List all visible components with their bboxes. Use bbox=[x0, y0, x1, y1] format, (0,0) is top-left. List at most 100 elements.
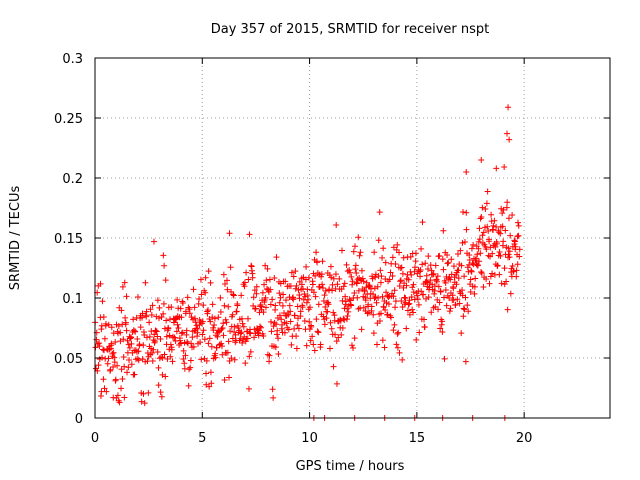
data-point bbox=[111, 359, 118, 366]
data-point bbox=[214, 333, 221, 340]
data-point bbox=[439, 318, 446, 325]
data-point bbox=[217, 294, 224, 301]
data-point bbox=[514, 261, 521, 268]
data-point bbox=[312, 272, 319, 279]
data-point bbox=[485, 228, 492, 235]
data-point bbox=[142, 279, 149, 286]
data-point bbox=[202, 274, 209, 281]
data-point bbox=[428, 309, 435, 316]
data-point bbox=[299, 304, 306, 311]
data-point bbox=[313, 316, 320, 323]
data-point bbox=[338, 331, 345, 338]
data-point bbox=[442, 286, 449, 293]
data-point bbox=[471, 283, 478, 290]
data-point bbox=[397, 265, 404, 272]
data-point bbox=[285, 311, 292, 318]
data-point bbox=[487, 244, 494, 251]
data-point bbox=[215, 314, 222, 321]
data-point bbox=[294, 303, 301, 310]
data-point bbox=[186, 310, 193, 317]
data-point bbox=[224, 349, 231, 356]
data-point bbox=[353, 280, 360, 287]
data-point bbox=[405, 276, 412, 283]
data-point bbox=[423, 278, 430, 285]
data-point bbox=[119, 283, 126, 290]
data-point bbox=[314, 259, 321, 266]
data-point bbox=[207, 279, 214, 286]
data-point bbox=[315, 329, 322, 336]
data-point bbox=[500, 238, 507, 245]
data-point bbox=[392, 261, 399, 268]
data-point bbox=[491, 217, 498, 224]
data-point bbox=[504, 130, 510, 137]
data-point bbox=[168, 346, 175, 353]
data-point bbox=[121, 279, 128, 286]
data-point bbox=[383, 289, 390, 296]
data-point bbox=[172, 316, 179, 323]
data-point bbox=[290, 296, 297, 303]
data-point bbox=[516, 253, 523, 260]
data-point bbox=[467, 289, 474, 296]
data-point bbox=[273, 254, 280, 261]
data-point bbox=[387, 314, 394, 321]
data-point bbox=[483, 275, 490, 282]
data-point bbox=[125, 364, 132, 371]
data-point bbox=[262, 304, 269, 311]
data-point bbox=[118, 366, 125, 373]
x-tick-label: 10 bbox=[301, 431, 318, 446]
data-point bbox=[253, 290, 260, 297]
data-point bbox=[293, 282, 300, 289]
data-point bbox=[454, 250, 461, 257]
data-point bbox=[360, 304, 367, 311]
data-point bbox=[496, 249, 503, 256]
data-point bbox=[350, 345, 357, 352]
data-point bbox=[403, 325, 410, 332]
data-point bbox=[380, 245, 387, 252]
data-point bbox=[397, 278, 404, 285]
data-points bbox=[92, 104, 523, 421]
data-point bbox=[390, 293, 397, 300]
data-point bbox=[291, 312, 298, 319]
data-point bbox=[270, 394, 277, 401]
data-point bbox=[117, 329, 124, 336]
data-point bbox=[206, 383, 213, 390]
data-point bbox=[462, 294, 469, 301]
data-point bbox=[184, 294, 191, 301]
data-point bbox=[454, 296, 461, 303]
data-point bbox=[505, 104, 512, 111]
data-point bbox=[381, 344, 388, 351]
data-point bbox=[419, 219, 426, 226]
data-point bbox=[288, 269, 295, 276]
y-tick-label: 0.15 bbox=[54, 232, 83, 247]
data-point bbox=[283, 320, 290, 327]
data-point bbox=[301, 291, 308, 298]
data-point bbox=[354, 294, 361, 301]
chart-title: Day 357 of 2015, SRMTID for receiver nsp… bbox=[211, 22, 490, 37]
data-point bbox=[389, 273, 396, 280]
data-point bbox=[503, 204, 510, 211]
data-point bbox=[440, 227, 447, 234]
data-point bbox=[123, 327, 130, 334]
y-tick-label: 0 bbox=[75, 412, 83, 427]
data-point bbox=[387, 269, 394, 276]
data-point bbox=[322, 303, 329, 310]
data-point bbox=[352, 243, 358, 250]
data-point bbox=[436, 299, 443, 306]
data-point bbox=[377, 267, 384, 274]
data-point bbox=[502, 227, 509, 234]
y-tick-label: 0.2 bbox=[62, 172, 83, 187]
data-point bbox=[482, 205, 489, 212]
data-point bbox=[223, 277, 230, 284]
data-point bbox=[181, 360, 188, 367]
data-point bbox=[234, 302, 241, 309]
data-point bbox=[244, 315, 251, 322]
data-point bbox=[285, 326, 292, 333]
data-point bbox=[297, 308, 304, 315]
data-point bbox=[489, 270, 496, 277]
data-point bbox=[245, 276, 252, 283]
data-point bbox=[363, 279, 370, 286]
data-point bbox=[314, 328, 321, 335]
data-point bbox=[418, 288, 425, 295]
data-point bbox=[396, 249, 403, 256]
data-point bbox=[111, 354, 118, 361]
